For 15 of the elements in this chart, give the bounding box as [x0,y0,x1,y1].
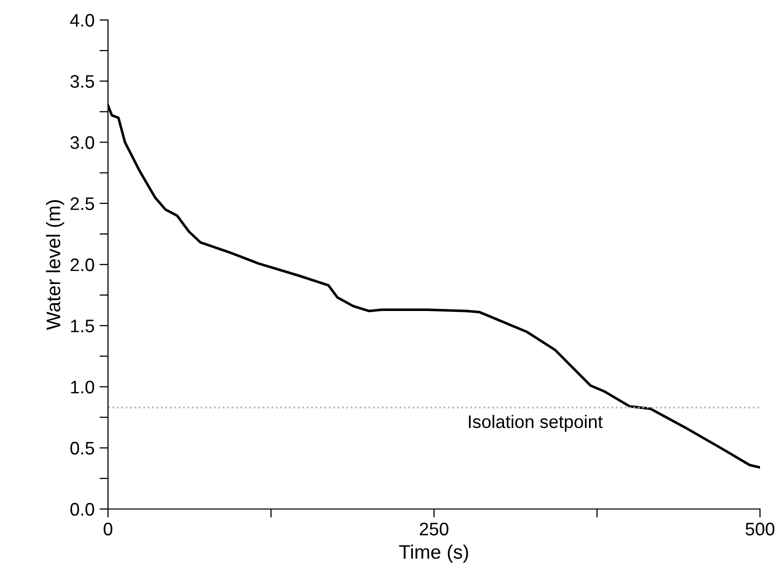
x-tick-label: 250 [420,522,448,536]
y-tick-label: 0.5 [70,442,94,455]
x-axis-title: Time (s) [399,544,468,563]
y-tick-label: 3.0 [70,136,94,149]
y-tick-label: 2.5 [70,197,94,210]
x-tick-label: 0 [104,522,112,536]
y-axis-title: Water level (m) [46,200,64,330]
y-tick-label: 2.0 [70,258,94,272]
y-tick-label: 1.0 [71,380,94,394]
ref-line-label: Isolation setpoint [468,414,603,432]
x-tick-label: 500 [746,522,774,536]
y-tick-label: 4.0 [70,14,94,27]
y-tick-label: 0.0 [70,502,94,516]
y-tick-label: 3.5 [70,75,94,88]
y-tick-label: 1.5 [71,320,94,332]
